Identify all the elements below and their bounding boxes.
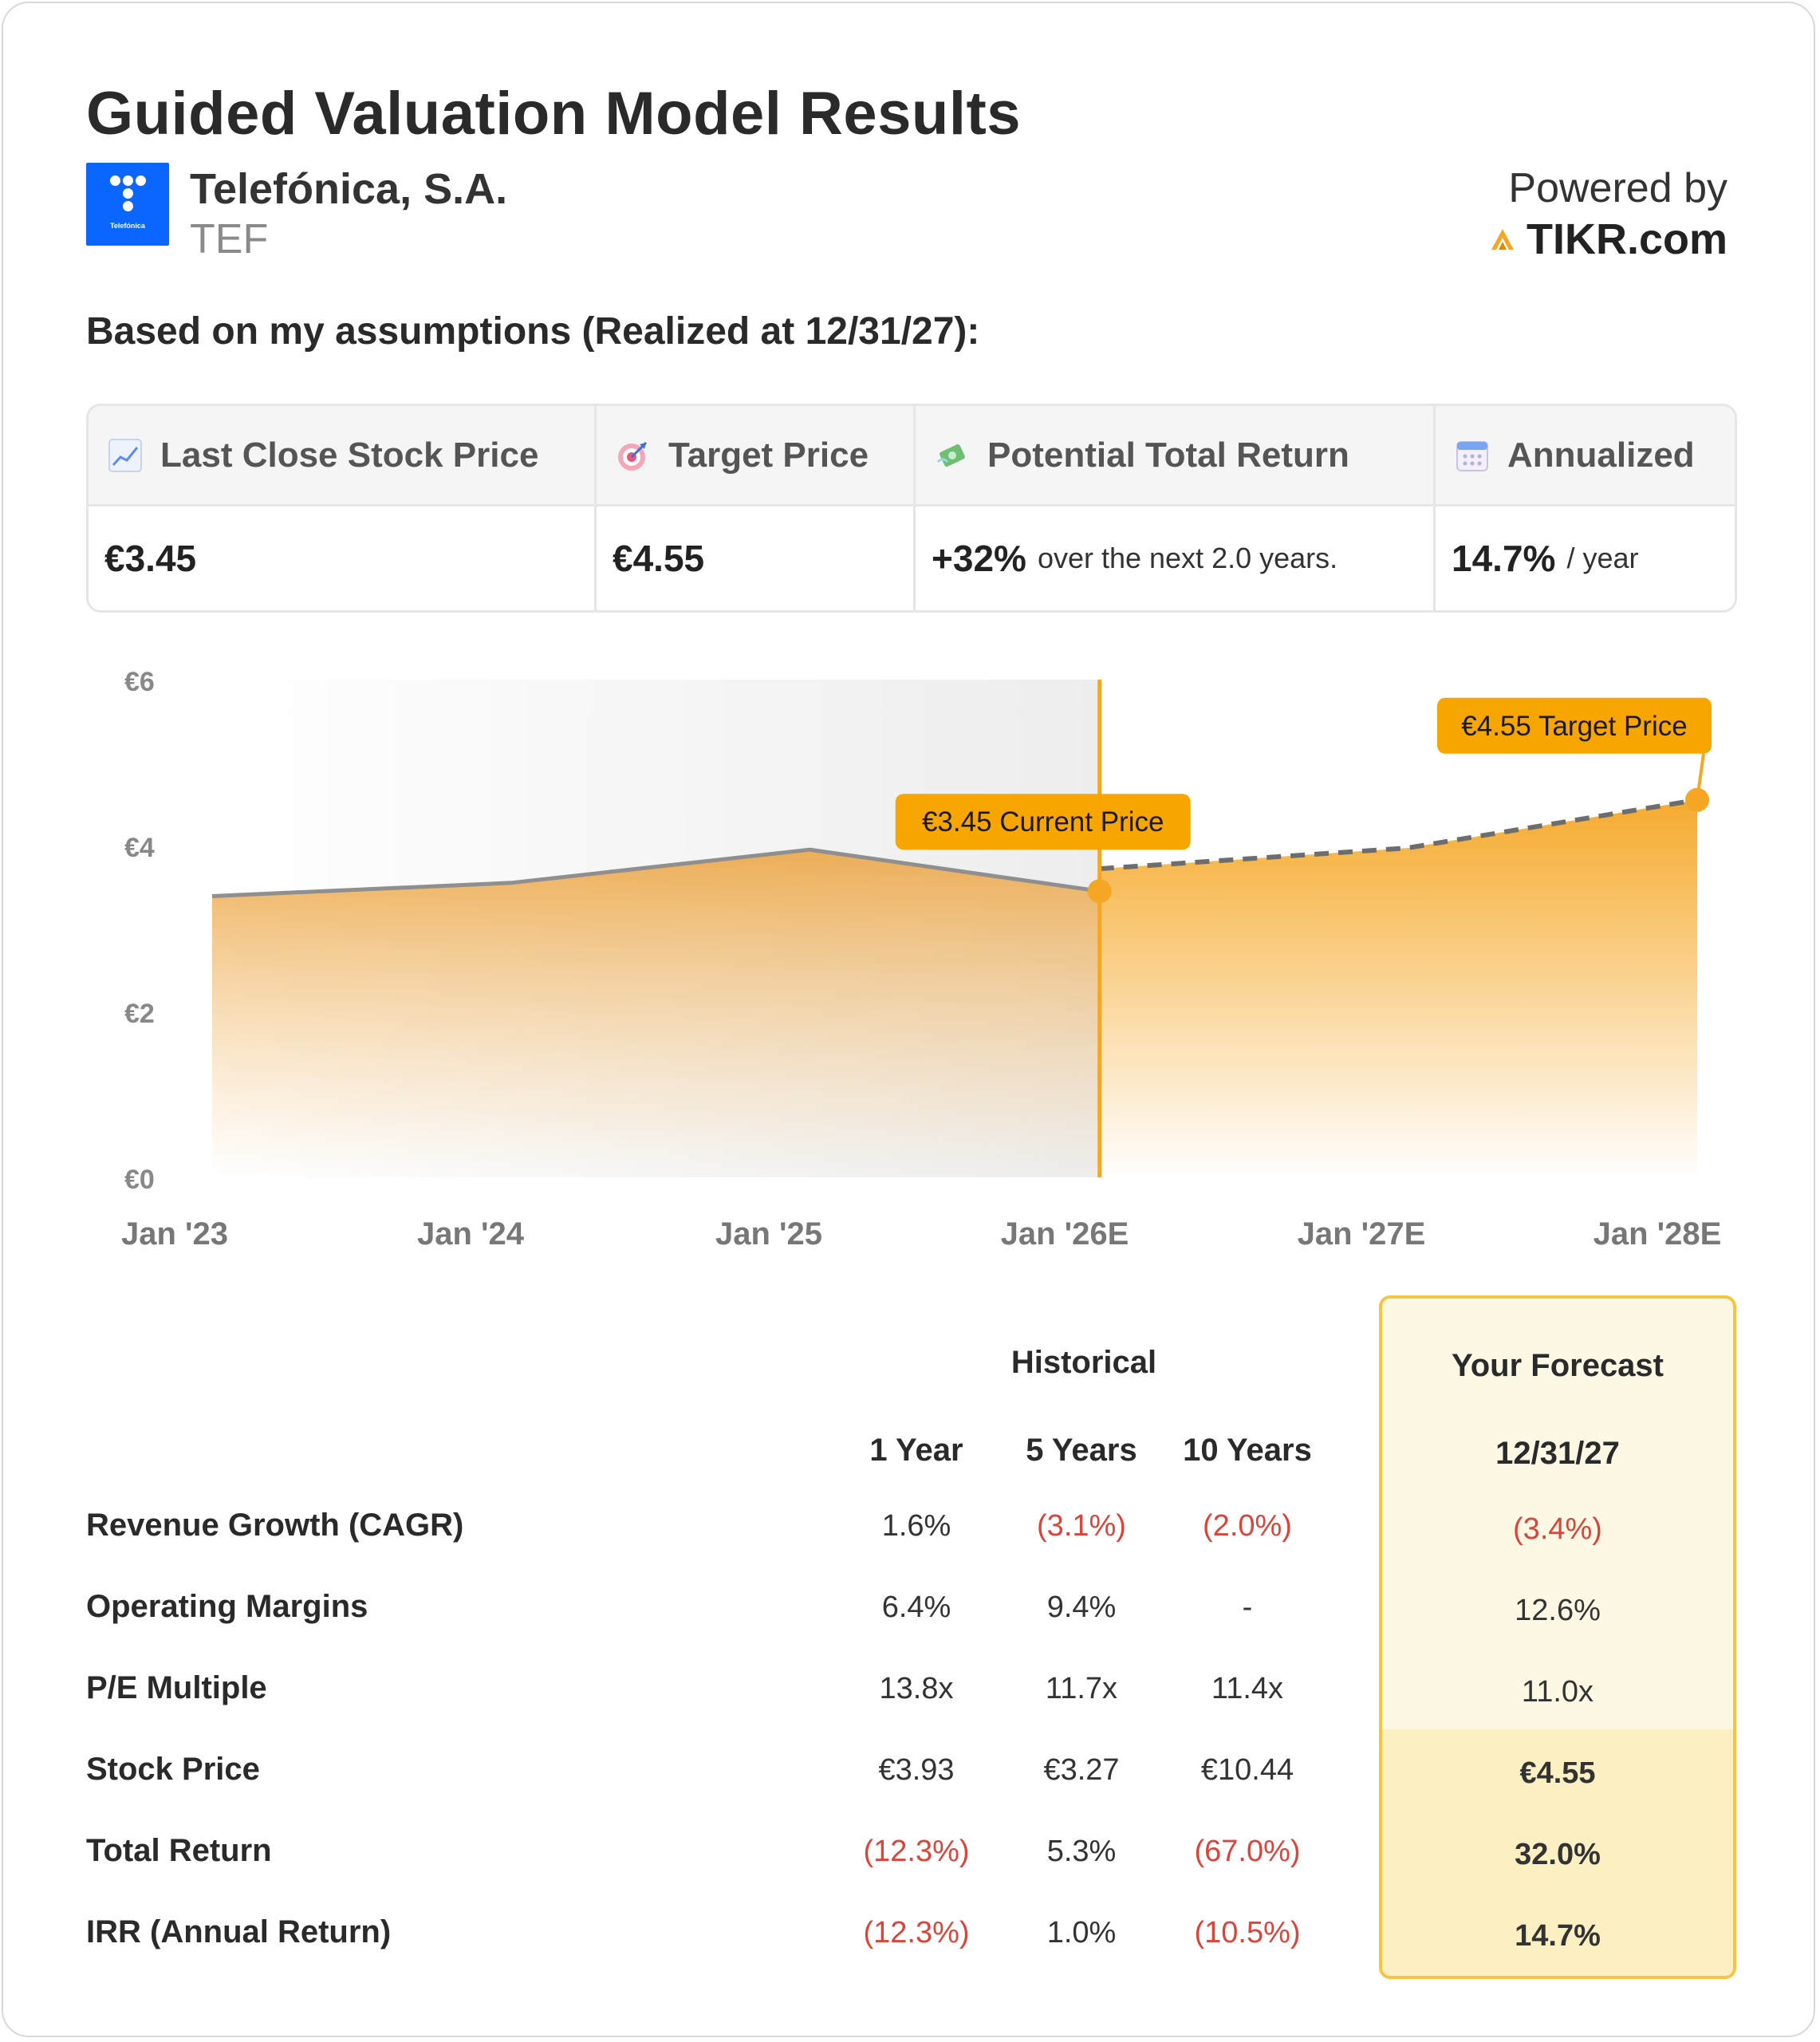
y-tick-label: €2 <box>124 999 155 1029</box>
metrics-table: Last Close Stock Price €3.45 Target Pric… <box>86 404 1737 613</box>
metric-total-return: Potential Total Return +32% over the nex… <box>913 406 1433 610</box>
cell-operating-margins-1: 9.4% <box>1046 1591 1117 1624</box>
forecast-highlight <box>1382 1729 1733 1976</box>
x-tick-label: Jan '28E <box>1593 1216 1722 1252</box>
metric-annualized-value: 14.7% <box>1452 538 1556 579</box>
cell-pe-multiple-0: 13.8x <box>879 1672 954 1705</box>
x-tick-label: Jan '26E <box>1001 1216 1129 1252</box>
metric-annualized-label: Annualized <box>1507 435 1695 475</box>
powered-by-label: Powered by <box>1508 165 1727 211</box>
historical-area <box>212 850 1100 1177</box>
target-icon <box>618 441 648 471</box>
money-with-wings-icon <box>936 443 965 467</box>
x-tick-label: Jan '24 <box>417 1216 525 1252</box>
cell-pe-multiple-1: 11.7x <box>1045 1672 1118 1705</box>
cell-irr-2: (10.5%) <box>1194 1916 1301 1949</box>
metric-last-close: Last Close Stock Price €3.45 <box>89 406 594 610</box>
metric-total-return-suffix: over the next 2.0 years. <box>1037 542 1338 574</box>
cell-irr-0: (12.3%) <box>863 1916 970 1949</box>
brand-name: TIKR.com <box>1526 215 1727 263</box>
annotation-box <box>1437 697 1712 754</box>
y-tick-label: €6 <box>124 667 155 697</box>
metric-last-close-label: Last Close Stock Price <box>160 435 539 475</box>
forecast-cell-pe-multiple: 11.0x <box>1521 1675 1594 1709</box>
cell-stock-price-2: €10.44 <box>1200 1753 1294 1787</box>
cell-operating-margins-0: 6.4% <box>881 1591 951 1624</box>
forecast-area <box>1099 799 1697 1177</box>
metric-target-label: Target Price <box>668 435 869 475</box>
row-label-pe-multiple: P/E Multiple <box>86 1670 267 1705</box>
price-chart: €0 €2 €4 €6 Jan '23 Jan '24 Jan '25 Jan '26E Jan… <box>121 667 1722 1252</box>
assumptions-subtitle: Based on my assumptions (Realized at 12/… <box>86 310 980 353</box>
cell-revenue-growth-0: 1.6% <box>881 1509 951 1543</box>
forecast-date: 12/31/27 <box>1495 1436 1620 1471</box>
calendar-icon <box>1456 440 1488 471</box>
forecast-cell-operating-margins: 12.6% <box>1515 1594 1601 1627</box>
brand-link[interactable]: TIKR.com <box>1490 215 1727 264</box>
x-tick-label: Jan '23 <box>121 1216 228 1252</box>
forecast-column <box>1379 1295 1736 1979</box>
col-header-10-years: 10 Years <box>1183 1433 1312 1468</box>
cell-total-return-0: (12.3%) <box>863 1835 970 1868</box>
row-label-total-return: Total Return <box>86 1833 272 1868</box>
metric-total-return-value: +32% <box>932 538 1026 579</box>
cell-revenue-growth-2: (2.0%) <box>1203 1509 1292 1543</box>
cell-pe-multiple-2: 11.4x <box>1211 1672 1284 1705</box>
metric-target-value: €4.55 <box>613 538 705 579</box>
forecast-cell-total-return: 32.0% <box>1515 1838 1601 1871</box>
logo-text: Telefónica <box>110 222 145 230</box>
ticker-symbol: TEF <box>190 216 269 262</box>
annotation-box <box>895 794 1191 850</box>
col-header-1-year: 1 Year <box>869 1433 963 1468</box>
cell-operating-margins-2: - <box>1242 1591 1253 1624</box>
metric-annualized: Annualized 14.7% / year <box>1433 406 1735 610</box>
cell-stock-price-0: €3.93 <box>878 1753 955 1787</box>
company-logo: Telefónica <box>86 163 169 246</box>
annotation-point <box>1087 879 1112 904</box>
company-name: Telefónica, S.A. <box>190 165 508 213</box>
cell-revenue-growth-1: (3.1%) <box>1037 1509 1126 1543</box>
row-label-stock-price: Stock Price <box>86 1752 260 1787</box>
y-tick-label: €0 <box>124 1165 155 1195</box>
tikr-logo-icon <box>1491 229 1514 250</box>
annotation-label: €3.45 Current Price <box>922 806 1164 838</box>
x-tick-label: Jan '27E <box>1298 1216 1426 1252</box>
forecast-cell-irr: 14.7% <box>1515 1919 1601 1953</box>
cell-irr-1: 1.0% <box>1046 1916 1117 1949</box>
forecast-cell-revenue-growth: (3.4%) <box>1513 1512 1602 1546</box>
forecast-line <box>1099 797 1698 872</box>
metric-total-return-label: Potential Total Return <box>987 435 1349 475</box>
cell-total-return-2: (67.0%) <box>1194 1835 1301 1868</box>
annotation-point <box>1685 787 1709 812</box>
cell-stock-price-1: €3.27 <box>1043 1753 1120 1787</box>
col-header-5-years: 5 Years <box>1026 1433 1137 1468</box>
x-tick-label: Jan '25 <box>715 1216 822 1252</box>
row-label-operating-margins: Operating Margins <box>86 1589 368 1624</box>
metric-target: Target Price €4.55 <box>594 406 913 610</box>
historical-line <box>211 847 1101 898</box>
cell-total-return-1: 5.3% <box>1046 1835 1117 1868</box>
annotation-label: €4.55 Target Price <box>1461 711 1687 742</box>
chart-increasing-icon <box>108 438 142 472</box>
comparison-table: Historical Your Forecast 1 Year 5 Years … <box>3 1295 1820 2013</box>
y-tick-label: €4 <box>124 833 155 863</box>
forecast-header: Your Forecast <box>1452 1348 1664 1383</box>
forecast-cell-stock-price: €4.55 <box>1519 1756 1596 1790</box>
historical-header: Historical <box>1010 1345 1157 1380</box>
row-label-irr: IRR (Annual Return) <box>86 1914 392 1949</box>
row-label-revenue-growth: Revenue Growth (CAGR) <box>86 1508 464 1543</box>
metric-last-close-value: €3.45 <box>104 538 197 579</box>
metric-annualized-suffix: / year <box>1566 542 1639 574</box>
page-title: Guided Valuation Model Results <box>86 80 1022 148</box>
